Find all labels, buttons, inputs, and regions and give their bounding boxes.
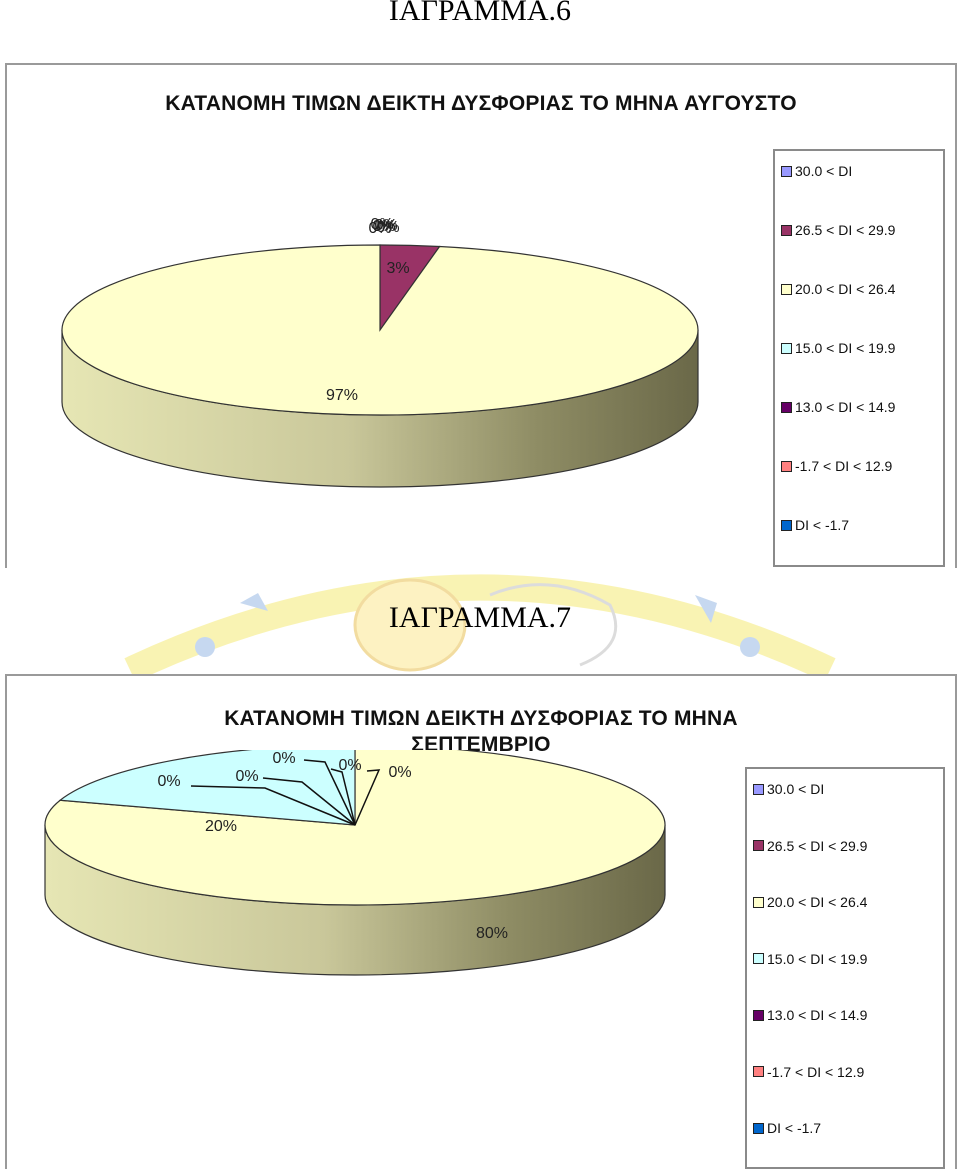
- legend-swatch: [781, 165, 792, 177]
- legend-swatch: [781, 519, 792, 531]
- legend-swatch: [781, 283, 792, 295]
- legend-label: 26.5 < DI < 29.9: [795, 222, 896, 238]
- legend-swatch: [753, 840, 764, 851]
- legend-label: 13.0 < DI < 14.9: [767, 1007, 868, 1023]
- leader-line: [354, 769, 381, 826]
- diagram-7-heading: ΙΑΓΡΑΜΜΑ.7: [388, 601, 572, 634]
- legend-swatch: [781, 342, 792, 354]
- data-label: 0%: [338, 757, 361, 774]
- legend-label: 30.0 < DI: [795, 163, 853, 179]
- data-label: 20%: [205, 818, 237, 835]
- chart-august-frame: ΚΑΤΑΝΟΜΗ ΤΙΜΩΝ ΔΕΙΚΤΗ ΔΥΣΦΟΡΙΑΣ ΤΟ ΜΗΝΑ …: [5, 63, 957, 568]
- legend-entry: 26.5 < DI < 29.9: [781, 222, 895, 238]
- watermark-logo: [110, 565, 850, 675]
- data-label: 0%: [370, 216, 393, 233]
- data-label: 3%: [386, 260, 409, 277]
- legend-swatch: [781, 401, 792, 413]
- legend-entry: 13.0 < DI < 14.9: [753, 1007, 867, 1023]
- legend-entry: 30.0 < DI: [753, 781, 824, 797]
- chart-september-legend: 30.0 < DI 26.5 < DI < 29.9 20.0 < DI < 26.…: [745, 767, 945, 1169]
- legend-label: -1.7 < DI < 12.9: [795, 458, 893, 474]
- chart-september-pie: 0% 0% 0% 0% 0% 20% 80%: [44, 750, 666, 976]
- data-label: 0%: [235, 768, 258, 785]
- legend-entry: DI < -1.7: [781, 517, 849, 533]
- legend-entry: -1.7 < DI < 12.9: [753, 1064, 864, 1080]
- data-label: 80%: [476, 925, 508, 942]
- chart-august-pie: 0%0%0%0%0%3%97%: [61, 216, 699, 488]
- legend-entry: 20.0 < DI < 26.4: [753, 894, 867, 910]
- data-label: 0%: [372, 218, 395, 235]
- legend-entry: -1.7 < DI < 12.9: [781, 458, 892, 474]
- legend-entry: 15.0 < DI < 19.9: [753, 951, 867, 967]
- legend-entry: 30.0 < DI: [781, 163, 852, 179]
- legend-swatch: [753, 953, 764, 964]
- pie-slice: [58, 750, 356, 826]
- legend-label: DI < -1.7: [795, 517, 850, 533]
- data-label: 0%: [272, 750, 295, 767]
- legend-entry: 20.0 < DI < 26.4: [781, 281, 895, 297]
- legend-swatch: [753, 1066, 764, 1077]
- data-label: 0%: [376, 219, 399, 236]
- data-label: 0%: [388, 764, 411, 781]
- legend-label: 13.0 < DI < 14.9: [795, 399, 896, 415]
- diagram-6-heading: ΙΑΓΡΑΜΜΑ.6: [388, 0, 572, 27]
- leader-line: [262, 777, 356, 826]
- data-label: 0%: [368, 220, 391, 237]
- legend-label: 20.0 < DI < 26.4: [795, 281, 896, 297]
- chart-august-title: ΚΑΤΑΝΟΜΗ ΤΙΜΩΝ ΔΕΙΚΤΗ ΔΥΣΦΟΡΙΑΣ ΤΟ ΜΗΝΑ …: [165, 92, 797, 115]
- legend-label: 15.0 < DI < 19.9: [795, 340, 896, 356]
- legend-entry: 26.5 < DI < 29.9: [753, 838, 867, 854]
- legend-label: 15.0 < DI < 19.9: [767, 950, 868, 967]
- chart-september-frame: ΚΑΤΑΝΟΜΗ ΤΙΜΩΝ ΔΕΙΚΤΗ ΔΥΣΦΟΡΙΑΣ ΤΟ ΜΗΝΑ …: [5, 674, 957, 1169]
- data-label: 97%: [326, 387, 358, 404]
- legend-label: 26.5 < DI < 29.9: [767, 837, 868, 854]
- legend-label: DI < -1.7: [767, 1120, 822, 1136]
- legend-swatch: [753, 1009, 764, 1021]
- legend-label: -1.7 < DI < 12.9: [767, 1063, 865, 1080]
- legend-label: 30.0 < DI: [767, 781, 825, 797]
- data-label: 0%: [157, 773, 180, 790]
- legend-swatch: [753, 783, 764, 795]
- leader-line: [330, 768, 356, 826]
- legend-swatch: [753, 896, 764, 908]
- legend-swatch: [781, 224, 792, 236]
- chart-august-legend: 30.0 < DI 26.5 < DI < 29.9 20.0 < DI < 26.…: [773, 149, 945, 567]
- legend-swatch: [753, 1122, 764, 1134]
- legend-entry: 15.0 < DI < 19.9: [781, 340, 895, 356]
- leader-line: [303, 759, 356, 826]
- data-label: 0%: [374, 217, 397, 234]
- legend-entry: DI < -1.7: [753, 1120, 821, 1136]
- legend-label: 20.0 < DI < 26.4: [767, 894, 868, 910]
- pie-slice: [61, 244, 699, 416]
- legend-entry: 13.0 < DI < 14.9: [781, 399, 895, 415]
- pie-slice: [44, 750, 666, 906]
- legend-swatch: [781, 460, 792, 472]
- leader-line: [190, 785, 356, 826]
